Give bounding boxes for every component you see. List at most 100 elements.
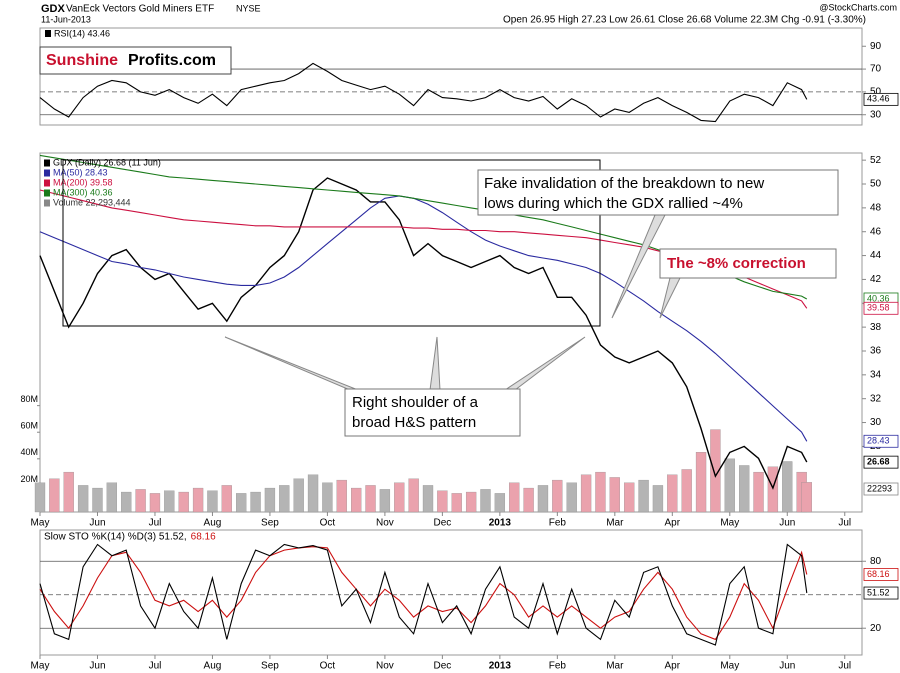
volume-bar	[552, 479, 563, 513]
volume-bar	[207, 490, 218, 513]
x-tick-label: Nov	[376, 518, 394, 529]
volume-bar	[77, 485, 89, 513]
y-tick-label: 30	[870, 109, 882, 120]
x-tick-label: Jul	[149, 518, 162, 529]
volume-bar	[465, 491, 477, 513]
watermark-box	[39, 46, 232, 75]
volume-bar	[609, 477, 620, 513]
x-tick-label: May	[720, 518, 739, 529]
volume-bar	[681, 469, 692, 513]
x-tick-label: Jun	[89, 661, 105, 672]
volume-bar	[710, 429, 721, 513]
volume-bar	[293, 478, 304, 513]
legend-swatch	[45, 30, 51, 37]
volume-bar	[437, 490, 448, 513]
x-tick-label: May	[720, 661, 739, 672]
annotation-box	[477, 169, 839, 216]
volume-bar	[49, 478, 60, 513]
y-tick-label: 70	[870, 64, 882, 75]
legend-swatch	[44, 179, 50, 187]
volume-bar	[192, 487, 204, 513]
y-tick-label: 42	[870, 274, 882, 285]
watermark-black: Profits.com	[128, 52, 216, 69]
volume-bar	[724, 458, 735, 513]
annotation-box	[344, 388, 521, 437]
volume-bar	[365, 485, 376, 513]
series-line	[39, 546, 808, 641]
y2-tick-label: 80M	[20, 394, 38, 404]
volume-bar	[624, 482, 635, 513]
watermark-red: Sunshine	[46, 52, 118, 69]
value-badge	[863, 434, 899, 448]
series-line	[39, 543, 808, 646]
volume-bar	[221, 485, 232, 513]
x-tick-label: Oct	[320, 661, 336, 672]
value-badge	[863, 455, 899, 469]
y-tick-label: 34	[870, 369, 882, 380]
fund-name: VanEck Vectors Gold Miners ETF	[66, 4, 214, 15]
volume-bar	[92, 487, 103, 513]
x-tick-label: Sep	[261, 661, 279, 672]
volume-bar	[566, 482, 577, 513]
y-tick-label: 38	[870, 322, 882, 333]
y-tick-label: 20	[870, 623, 882, 634]
volume-bar	[379, 489, 391, 513]
y-tick-label: 36	[870, 346, 882, 357]
volume-bar	[523, 487, 534, 513]
volume-bar	[695, 452, 707, 513]
value-badge-label: 40.36	[867, 293, 890, 303]
volume-bar	[494, 493, 506, 513]
volume-bar	[121, 491, 132, 513]
x-tick-label: Jul	[838, 661, 851, 672]
panel-title: RSI(14) 43.46	[54, 28, 110, 38]
volume-bar	[279, 485, 290, 513]
legend-swatch	[44, 199, 50, 207]
x-tick-label: Aug	[204, 518, 222, 529]
legend-label: GDX (Daily) 26.68 (11 Jun)	[53, 157, 161, 167]
volume-bar	[178, 491, 189, 513]
panel-frame	[39, 27, 863, 126]
y-tick-label: 90	[870, 41, 882, 52]
x-tick-label: Mar	[606, 661, 624, 672]
value-badge-label: 39.58	[867, 303, 890, 313]
x-tick-label: Jun	[779, 518, 795, 529]
hs-box	[62, 159, 601, 327]
volume-bar	[135, 489, 146, 513]
date: 11-Jun-2013	[41, 14, 91, 24]
volume-bar	[307, 474, 319, 513]
y-tick-label: 80	[870, 556, 882, 567]
x-tick-label: Feb	[549, 661, 567, 672]
volume-bar	[322, 482, 333, 513]
legend-label: MA(200) 39.58	[53, 177, 113, 187]
legend-swatch	[44, 169, 50, 177]
volume-bar	[422, 485, 434, 513]
value-badge-label: 43.46	[867, 94, 890, 104]
volume-bar	[336, 479, 347, 513]
volume-bar	[667, 474, 678, 513]
volume-bar	[801, 482, 812, 513]
x-tick-label: Nov	[376, 661, 394, 672]
volume-bar	[264, 487, 276, 513]
y-tick-label: 50	[870, 179, 882, 190]
y2-tick-label: 20M	[20, 474, 38, 484]
volume-bar	[34, 482, 46, 513]
volume-bar	[250, 491, 261, 513]
panel-frame	[39, 529, 863, 656]
y-tick-label: 48	[870, 203, 882, 214]
exchange: NYSE	[236, 3, 261, 13]
series-line	[39, 62, 808, 123]
x-tick-label: Dec	[433, 518, 451, 529]
y-tick-label: 52	[870, 155, 882, 166]
symbol: GDX	[41, 3, 66, 15]
y-tick-label: 50	[870, 87, 882, 98]
volume-bar	[753, 471, 764, 513]
y-tick-label: 46	[870, 226, 882, 237]
x-tick-label: Apr	[665, 661, 681, 672]
value-badge	[863, 301, 899, 315]
x-tick-label: Apr	[665, 518, 681, 529]
x-tick-label: May	[31, 661, 50, 672]
x-tick-label: Jun	[779, 661, 795, 672]
annotation: lows during which the GDX rallied ~4%	[484, 195, 743, 212]
